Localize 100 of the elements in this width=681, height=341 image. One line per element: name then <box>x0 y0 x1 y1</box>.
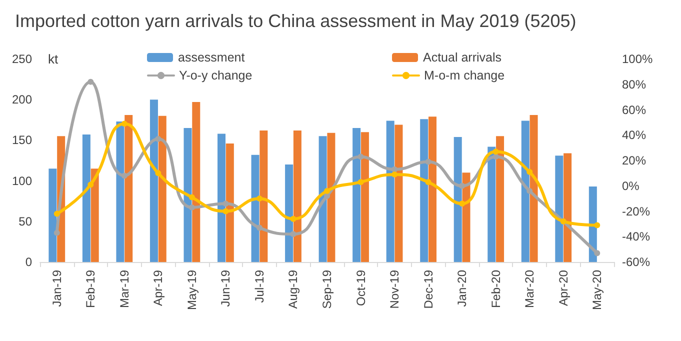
point <box>358 179 364 186</box>
point <box>121 172 128 179</box>
legend-label: M-o-m change <box>424 68 505 82</box>
y2-tick-label: 40% <box>622 128 646 142</box>
point <box>594 250 600 256</box>
bar <box>386 120 394 262</box>
bar <box>555 156 564 262</box>
point <box>459 200 466 207</box>
point <box>188 204 195 210</box>
bar <box>150 100 158 262</box>
y2-tick-label: 100% <box>622 52 654 66</box>
bar <box>90 168 99 262</box>
y2-tick-label: -20% <box>622 204 650 218</box>
y2-tick-label: 0% <box>622 178 640 193</box>
y-axis-title: kt <box>48 52 58 66</box>
bar <box>420 119 428 262</box>
bar <box>360 132 369 262</box>
y-tick-label: 250 <box>12 52 32 66</box>
x-tick-label: Sep-19 <box>320 270 334 309</box>
x-tick-label: Nov-19 <box>388 270 402 309</box>
bar <box>82 134 90 262</box>
point <box>155 136 162 142</box>
point <box>526 168 533 175</box>
x-tick-label: Feb-20 <box>488 270 503 308</box>
point <box>88 78 94 85</box>
point <box>256 224 262 231</box>
x-tick-label: Jan-20 <box>455 270 470 307</box>
bar <box>218 134 226 262</box>
bar <box>260 130 268 262</box>
point <box>459 182 466 189</box>
point <box>155 170 162 176</box>
bar <box>327 132 336 262</box>
y2-tick-label: 80% <box>622 77 646 92</box>
point <box>290 216 296 222</box>
bar <box>488 146 496 262</box>
bar <box>192 102 200 262</box>
bar <box>318 136 327 262</box>
x-tick-label: Mar-19 <box>117 270 132 308</box>
y-tick-label: 50 <box>18 214 32 228</box>
x-tick-label: Dec-19 <box>421 270 436 309</box>
bar <box>158 116 166 262</box>
y2-tick-label: -60% <box>622 255 650 269</box>
y2-tick-label: -40% <box>622 230 650 244</box>
x-tick-label: May-20 <box>590 270 604 310</box>
bar <box>530 115 538 262</box>
point <box>256 196 262 202</box>
x-tick-label: Apr-19 <box>151 270 166 306</box>
point <box>88 182 94 188</box>
point <box>121 120 128 127</box>
y2-tick-label: 60% <box>622 102 646 117</box>
bar <box>394 124 403 262</box>
bar <box>285 164 294 262</box>
bar <box>184 128 192 262</box>
point <box>222 200 229 207</box>
legend-label: Actual arrivals <box>423 50 502 64</box>
point <box>54 210 60 217</box>
bar <box>564 153 572 262</box>
bar <box>226 143 234 262</box>
point <box>324 193 330 200</box>
x-tick-label: Jul-19 <box>252 270 266 303</box>
x-tick-label: Feb-19 <box>84 270 98 308</box>
point <box>222 208 229 214</box>
y-tick-label: 200 <box>12 92 32 107</box>
legend-label: Y-o-y change <box>179 68 252 82</box>
point <box>492 154 499 160</box>
x-tick-label: Jun-19 <box>218 270 233 307</box>
bar <box>496 136 504 262</box>
x-tick-label: Oct-19 <box>354 270 368 306</box>
point <box>425 179 432 186</box>
legend-label: assessment <box>178 50 246 64</box>
y-tick-label: 150 <box>12 133 32 148</box>
point <box>594 222 600 228</box>
bar <box>454 136 462 262</box>
x-tick-label: Aug-19 <box>286 270 300 309</box>
bar <box>116 122 124 262</box>
bar <box>124 115 133 262</box>
point <box>526 188 533 194</box>
bar <box>428 116 436 262</box>
x-tick-label: Apr-20 <box>556 270 570 306</box>
point <box>188 194 195 200</box>
bar <box>48 168 57 262</box>
point <box>425 158 432 165</box>
point <box>290 231 296 238</box>
bar <box>251 154 260 262</box>
y-tick-label: 0 <box>25 255 32 269</box>
x-tick-label: Jan-19 <box>50 270 64 307</box>
point <box>492 148 499 155</box>
bar <box>293 130 302 262</box>
point <box>324 188 330 194</box>
point <box>54 230 60 236</box>
chart-title: Imported cotton yarn arrivals to China assessment in May 2019 (5205) <box>15 11 576 31</box>
bar <box>352 128 361 262</box>
y2-tick-label: 20% <box>622 154 646 168</box>
x-tick-label: May-19 <box>184 270 199 310</box>
y-tick-label: 100 <box>12 174 32 188</box>
bar <box>521 120 530 262</box>
x-tick-label: Mar-20 <box>522 270 537 308</box>
point <box>358 154 364 160</box>
bar <box>462 172 470 262</box>
point <box>392 166 398 172</box>
